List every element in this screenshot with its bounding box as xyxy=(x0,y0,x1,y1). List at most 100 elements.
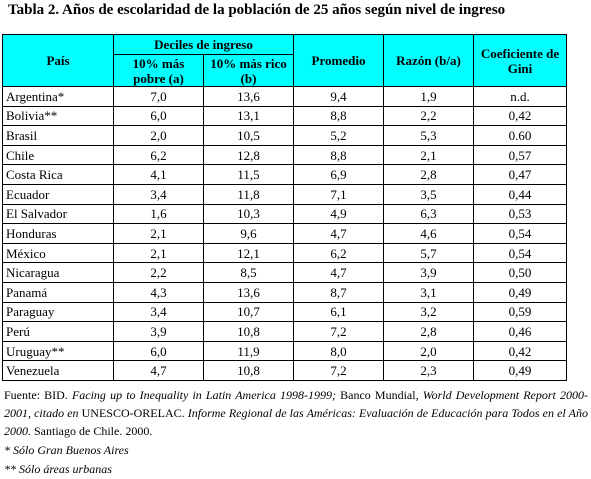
table-row: Bolivia** 6,0 13,1 8,8 2,2 0,42 xyxy=(2,105,567,127)
value-cell: 10,7 xyxy=(203,301,294,323)
value-cell: 6,0 xyxy=(113,340,204,362)
value-cell: 4,1 xyxy=(113,164,204,185)
data-table: País Deciles de ingreso Promedio Razón (… xyxy=(2,34,567,381)
value-cell: 5,2 xyxy=(293,125,384,146)
country-cell: Argentina* xyxy=(2,86,114,107)
value-cell: 12,1 xyxy=(203,242,294,264)
country-cell: Chile xyxy=(2,144,114,166)
value-cell: 6,9 xyxy=(293,164,384,185)
country-cell: Nicaragua xyxy=(2,262,114,283)
value-cell: 0,50 xyxy=(473,262,567,283)
header-cell: Razón (b/a) xyxy=(383,34,474,87)
table-row: Costa Rica 4,1 11,5 6,9 2,8 0,47 xyxy=(2,164,567,185)
value-cell: 3,4 xyxy=(113,301,204,323)
value-cell: 3,9 xyxy=(383,262,474,283)
footnote: * Sólo Gran Buenos Aires xyxy=(4,443,129,457)
value-cell: 3,9 xyxy=(113,321,204,342)
value-cell: 0,42 xyxy=(473,340,567,362)
country-cell: Bolivia** xyxy=(2,105,114,127)
value-cell: 6,1 xyxy=(293,301,384,323)
value-cell: 8,8 xyxy=(293,144,384,166)
source: Fuente: BID. Facing up to Inequality in … xyxy=(4,386,588,440)
value-cell: 0,46 xyxy=(473,321,567,342)
value-cell: 0,49 xyxy=(473,360,567,381)
value-cell: 10,8 xyxy=(203,321,294,342)
value-cell: 0,57 xyxy=(473,144,567,166)
table-row: El Salvador 1,6 10,3 4,9 6,3 0,53 xyxy=(2,203,567,225)
header-cell: Deciles de ingreso xyxy=(113,34,294,55)
value-cell: 1,6 xyxy=(113,203,204,225)
value-cell: 3,5 xyxy=(383,183,474,205)
table-row: Brasil 2,0 10,5 5,2 5,3 0.60 xyxy=(2,125,567,146)
table-row: Argentina* 7,0 13,6 9,4 1,9 n.d. xyxy=(2,86,567,107)
country-cell: Honduras xyxy=(2,223,114,244)
value-cell: 4,6 xyxy=(383,223,474,244)
value-cell: n.d. xyxy=(473,86,567,107)
value-cell: 6,0 xyxy=(113,105,204,127)
footnote: ** Sólo áreas urbanas xyxy=(4,462,112,476)
header-cell: 10% más rico (b) xyxy=(203,54,294,87)
value-cell: 4,9 xyxy=(293,203,384,225)
country-cell: Costa Rica xyxy=(2,164,114,185)
value-cell: 6,2 xyxy=(113,144,204,166)
value-cell: 10,5 xyxy=(203,125,294,146)
value-cell: 0,53 xyxy=(473,203,567,225)
value-cell: 7,0 xyxy=(113,86,204,107)
value-cell: 5,3 xyxy=(383,125,474,146)
header-cell: País xyxy=(2,34,114,87)
value-cell: 9,4 xyxy=(293,86,384,107)
value-cell: 2,1 xyxy=(113,242,204,264)
country-cell: Panamá xyxy=(2,281,114,303)
value-cell: 4,7 xyxy=(293,223,384,244)
value-cell: 2,8 xyxy=(383,321,474,342)
table-row: México 2,1 12,1 6,2 5,7 0,54 xyxy=(2,242,567,264)
table-body: Argentina* 7,0 13,6 9,4 1,9 n.d. Bolivia** 6,0 1… xyxy=(2,86,567,381)
table-row: Uruguay** 6,0 11,9 8,0 2,0 0,42 xyxy=(2,340,567,362)
value-cell: 2,0 xyxy=(383,340,474,362)
value-cell: 11,8 xyxy=(203,183,294,205)
country-cell: México xyxy=(2,242,114,264)
value-cell: 0,44 xyxy=(473,183,567,205)
value-cell: 2,1 xyxy=(113,223,204,244)
value-cell: 9,6 xyxy=(203,223,294,244)
value-cell: 1,9 xyxy=(383,86,474,107)
table-row: Ecuador 3,4 11,8 7,1 3,5 0,44 xyxy=(2,183,567,205)
country-cell: Venezuela xyxy=(2,360,114,381)
value-cell: 3,2 xyxy=(383,301,474,323)
value-cell: 2,8 xyxy=(383,164,474,185)
value-cell: 0,59 xyxy=(473,301,567,323)
value-cell: 7,2 xyxy=(293,321,384,342)
value-cell: 0,47 xyxy=(473,164,567,185)
value-cell: 3,4 xyxy=(113,183,204,205)
table-row: Honduras 2,1 9,6 4,7 4,6 0,54 xyxy=(2,223,567,244)
table-row: Perú 3,9 10,8 7,2 2,8 0,46 xyxy=(2,321,567,342)
header-cell: Coeficiente de Gini xyxy=(473,34,567,87)
value-cell: 7,1 xyxy=(293,183,384,205)
value-cell: 13,1 xyxy=(203,105,294,127)
source-text: Informe Regional de las Américas: Evalua… xyxy=(4,406,588,438)
value-cell: 6,2 xyxy=(293,242,384,264)
source-text: Fuente: BID. xyxy=(4,388,72,402)
value-cell: 10,3 xyxy=(203,203,294,225)
value-cell: 0,49 xyxy=(473,281,567,303)
value-cell: 10,8 xyxy=(203,360,294,381)
table-row: Panamá 4,3 13,6 8,7 3,1 0,49 xyxy=(2,281,567,303)
country-cell: Ecuador xyxy=(2,183,114,205)
country-cell: Brasil xyxy=(2,125,114,146)
table-row: Nicaragua 2,2 8,5 4,7 3,9 0,50 xyxy=(2,262,567,283)
header-row: 10% más pobre (a) 10% más rico (b) xyxy=(3,54,567,87)
value-cell: 2,2 xyxy=(113,262,204,283)
value-cell: 11,9 xyxy=(203,340,294,362)
source-text: UNESCO-ORELAC. xyxy=(78,406,188,420)
value-cell: 0,54 xyxy=(473,242,567,264)
country-cell: Perú xyxy=(2,321,114,342)
country-cell: Paraguay xyxy=(2,301,114,323)
value-cell: 13,6 xyxy=(203,86,294,107)
value-cell: 2,2 xyxy=(383,105,474,127)
value-cell: 8,5 xyxy=(203,262,294,283)
source-text: Facing up to Inequality in Latin America… xyxy=(71,388,336,402)
value-cell: 4,3 xyxy=(113,281,204,303)
source-text: World Development Report 2000-2001, cita… xyxy=(4,388,588,420)
header-cell: Promedio xyxy=(293,34,384,87)
